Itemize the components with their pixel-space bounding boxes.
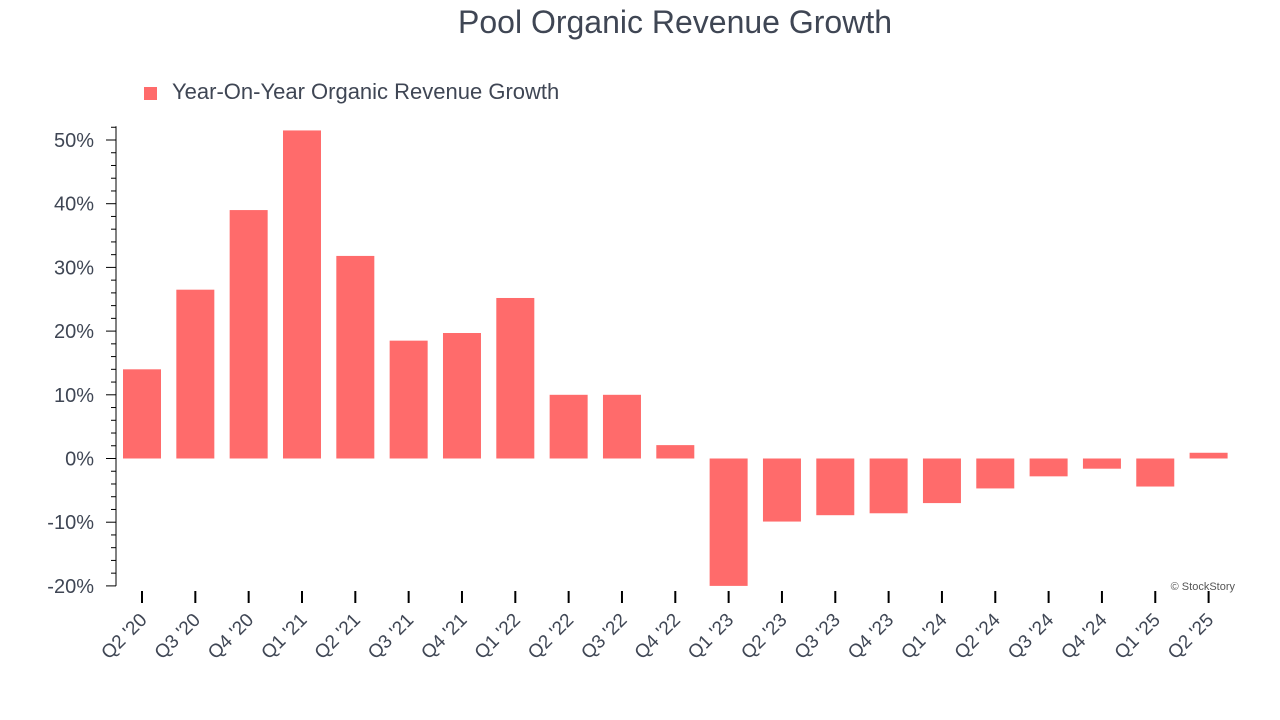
x-axis: Q2 '20 Q3 '20 Q4 '20 Q1 '21 Q2 '21 Q3 '21 Q4 '… [98, 591, 1218, 664]
y-tick-label: 50% [54, 130, 94, 152]
x-tick-label: Q4 '22 [631, 610, 685, 664]
x-tick-label: Q3 '23 [791, 610, 845, 664]
x-tick-label: Q2 '22 [524, 610, 578, 664]
x-tick-label: Q4 '24 [1057, 609, 1111, 663]
y-axis: 50% 40% 30% 20% 10% 0% -10% -20% [47, 126, 117, 598]
bar [229, 210, 268, 459]
bar [389, 340, 428, 459]
x-tick-label: Q1 '22 [471, 610, 525, 664]
bar [816, 458, 855, 516]
x-tick-label: Q4 '23 [844, 610, 898, 664]
chart-title: Pool Organic Revenue Growth [458, 4, 892, 40]
y-tick-label: 10% [54, 385, 94, 407]
x-tick-label: Q2 '20 [98, 610, 152, 664]
bar [602, 394, 641, 459]
x-tick-label: Q3 '20 [151, 610, 205, 664]
bar [656, 445, 695, 459]
x-tick-label: Q4 '20 [204, 610, 258, 664]
bar [1029, 458, 1068, 477]
bar [976, 458, 1015, 489]
x-tick-label: Q2 '21 [311, 610, 365, 664]
bar [922, 458, 961, 504]
y-tick-label: 20% [54, 321, 94, 343]
bar [176, 289, 215, 459]
y-tick-label: 30% [54, 257, 94, 279]
bar [1082, 458, 1121, 469]
bar [282, 130, 321, 459]
x-tick-label: Q1 '25 [1111, 610, 1165, 664]
bar [336, 255, 375, 459]
legend-label: Year-On-Year Organic Revenue Growth [172, 79, 559, 104]
y-tick-label: -10% [47, 512, 94, 534]
y-tick-label: 40% [54, 194, 94, 216]
bar [869, 458, 908, 514]
x-tick-label: Q2 '25 [1164, 610, 1218, 664]
watermark: © StockStory [1171, 581, 1236, 593]
y-tick-label: 0% [65, 449, 94, 471]
x-tick-label: Q2 '23 [737, 610, 791, 664]
legend: Year-On-Year Organic Revenue Growth [144, 79, 559, 104]
x-tick-label: Q2 '24 [951, 609, 1005, 663]
bars [123, 130, 1228, 586]
y-tick-label: -20% [47, 576, 94, 598]
x-tick-label: Q3 '21 [364, 610, 418, 664]
x-tick-label: Q1 '23 [684, 610, 738, 664]
bar [1136, 458, 1175, 487]
bar [496, 297, 535, 459]
bar [762, 458, 801, 522]
legend-swatch [144, 87, 157, 100]
bar [549, 394, 588, 459]
bar [123, 369, 161, 459]
x-tick-label: Q1 '21 [258, 610, 312, 664]
x-tick-label: Q1 '24 [897, 609, 951, 663]
bar [1189, 452, 1228, 459]
bar [442, 333, 481, 459]
x-tick-label: Q3 '24 [1004, 609, 1058, 663]
bar [709, 458, 748, 586]
x-tick-label: Q3 '22 [577, 610, 631, 664]
x-tick-label: Q4 '21 [417, 610, 471, 664]
